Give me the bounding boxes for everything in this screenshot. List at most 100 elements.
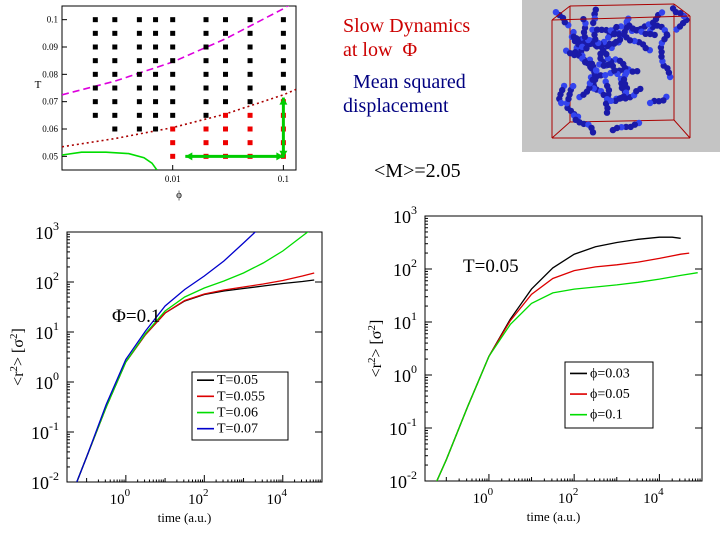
msd2-xtick-label: 100 [473,486,494,507]
sim-box-edge [673,119,691,139]
phase-point-black [153,30,159,36]
phase-point-black [170,71,176,77]
sim-monomer [570,82,577,90]
msd2-ylabel-part: 2 [366,357,378,363]
phase-ytick-label: 0.05 [42,151,58,161]
sim-monomer [658,53,665,60]
sim-monomer [612,38,620,46]
phase-point-black [203,85,209,91]
msd1-ytick-base: 10 [35,373,53,393]
msd1-legend-label: T=0.055 [217,389,265,404]
phase-ylabel: T [35,79,42,91]
msd1-xtick-base: 10 [188,492,203,508]
msd1-ylabel-part: ] [10,328,27,333]
phase-point-black [112,85,118,91]
sim-monomer [605,34,612,41]
phase-point-black [247,44,253,50]
phase-point-red [170,140,176,146]
phase-point-black [223,71,229,77]
sim-monomer [637,85,644,93]
msd2-plot-frame [424,215,703,482]
msd1-ytick-base: 10 [31,473,49,493]
phase-point-black [223,17,229,23]
phase-point-red [203,140,209,146]
phase-diagram-chart: 0.05 0.06 0.07 0.08 0.09 0.1 0.01 0.1 ϕ T [35,5,297,201]
polymer-network-box-icon [522,0,720,152]
phase-point-red [247,112,253,118]
msd2-ytick-label: 101 [393,309,417,333]
phase-point-black [223,99,229,105]
phase-point-black [92,85,98,91]
phase-point-black [112,112,118,118]
msd2-ytick-label: 102 [393,256,417,280]
phase-curve-green-solid [62,151,158,170]
msd1-ytick-exp: -2 [49,469,59,483]
msd2-ytick-base: 10 [389,472,407,492]
sim-monomer [570,28,577,36]
msd1-xtick-label: 102 [188,487,209,508]
msd2-ytick-base: 10 [389,419,407,439]
phase-point-black [92,17,98,23]
msd1-xtick-label: 104 [267,487,288,508]
msd2-xtick-base: 10 [558,491,573,507]
phase-point-red [223,140,229,146]
sim-monomer [598,26,605,33]
msd2-ytick-label: 103 [393,203,417,227]
sim-monomer [602,72,609,79]
msd1-ytick-exp: 3 [53,219,59,233]
phase-ytick-label: 0.09 [42,42,58,52]
phase-green-arrowhead [276,152,284,161]
phase-point-black [136,71,142,77]
msd1-ytick-exp: 2 [53,269,59,283]
phase-point-black [203,44,209,50]
sim-monomer [552,9,560,16]
msd1-ytick-base: 10 [35,323,53,343]
phase-point-black [280,17,286,23]
subtitle-line-1: Mean squared [353,71,466,93]
phase-point-red [170,126,176,132]
phase-point-red [247,126,253,132]
sim-monomer [623,69,630,76]
msd1-legend-label: T=0.07 [217,422,258,437]
phase-point-black [247,58,253,64]
msd1-xtick-exp: 4 [282,487,288,499]
phase-point-black [153,112,159,118]
msd2-ytick-exp: -2 [407,468,417,482]
phase-point-black [247,99,253,105]
phase-point-black [203,30,209,36]
phase-point-black [170,44,176,50]
phase-point-black [112,99,118,105]
phase-point-black [280,44,286,50]
msd1-xtick-exp: 0 [125,487,131,499]
title-line-2-prefix: at low [343,39,393,61]
phase-point-red [223,126,229,132]
phase-point-red [223,112,229,118]
msd2-ylabel-part: <r [368,362,385,377]
phase-point-black [92,112,98,118]
msd2-ylabel-part: > [σ [368,330,385,357]
phase-green-arrowhead [185,152,193,161]
phase-xlabel: ϕ [176,189,182,201]
phase-xtick-label: 0.1 [278,174,289,184]
sim-monomer [669,5,677,12]
msd2-ytick-base: 10 [393,207,411,227]
phase-point-black [92,30,98,36]
sim-monomer [593,26,601,33]
phase-point-black [170,99,176,105]
msd1-ytick-base: 10 [35,273,53,293]
msd2-ytick-base: 10 [393,313,411,333]
phase-point-black [223,58,229,64]
phase-point-black [112,58,118,64]
phase-point-black [203,17,209,23]
msd1-ytick-base: 10 [31,423,49,443]
msd1-ytick-label: 10-1 [31,419,59,443]
msd1-plot-area [76,232,315,482]
msd1-plot-frame [66,231,323,483]
msd1-xlabel: time (a.u.) [158,510,212,525]
phase-point-black [153,126,159,132]
msd1-ytick-label: 10-2 [31,469,59,493]
msd1-ylabel-part: 2 [8,333,20,339]
sim-monomer [592,67,600,74]
msd2-xlabel: time (a.u.) [527,509,581,524]
